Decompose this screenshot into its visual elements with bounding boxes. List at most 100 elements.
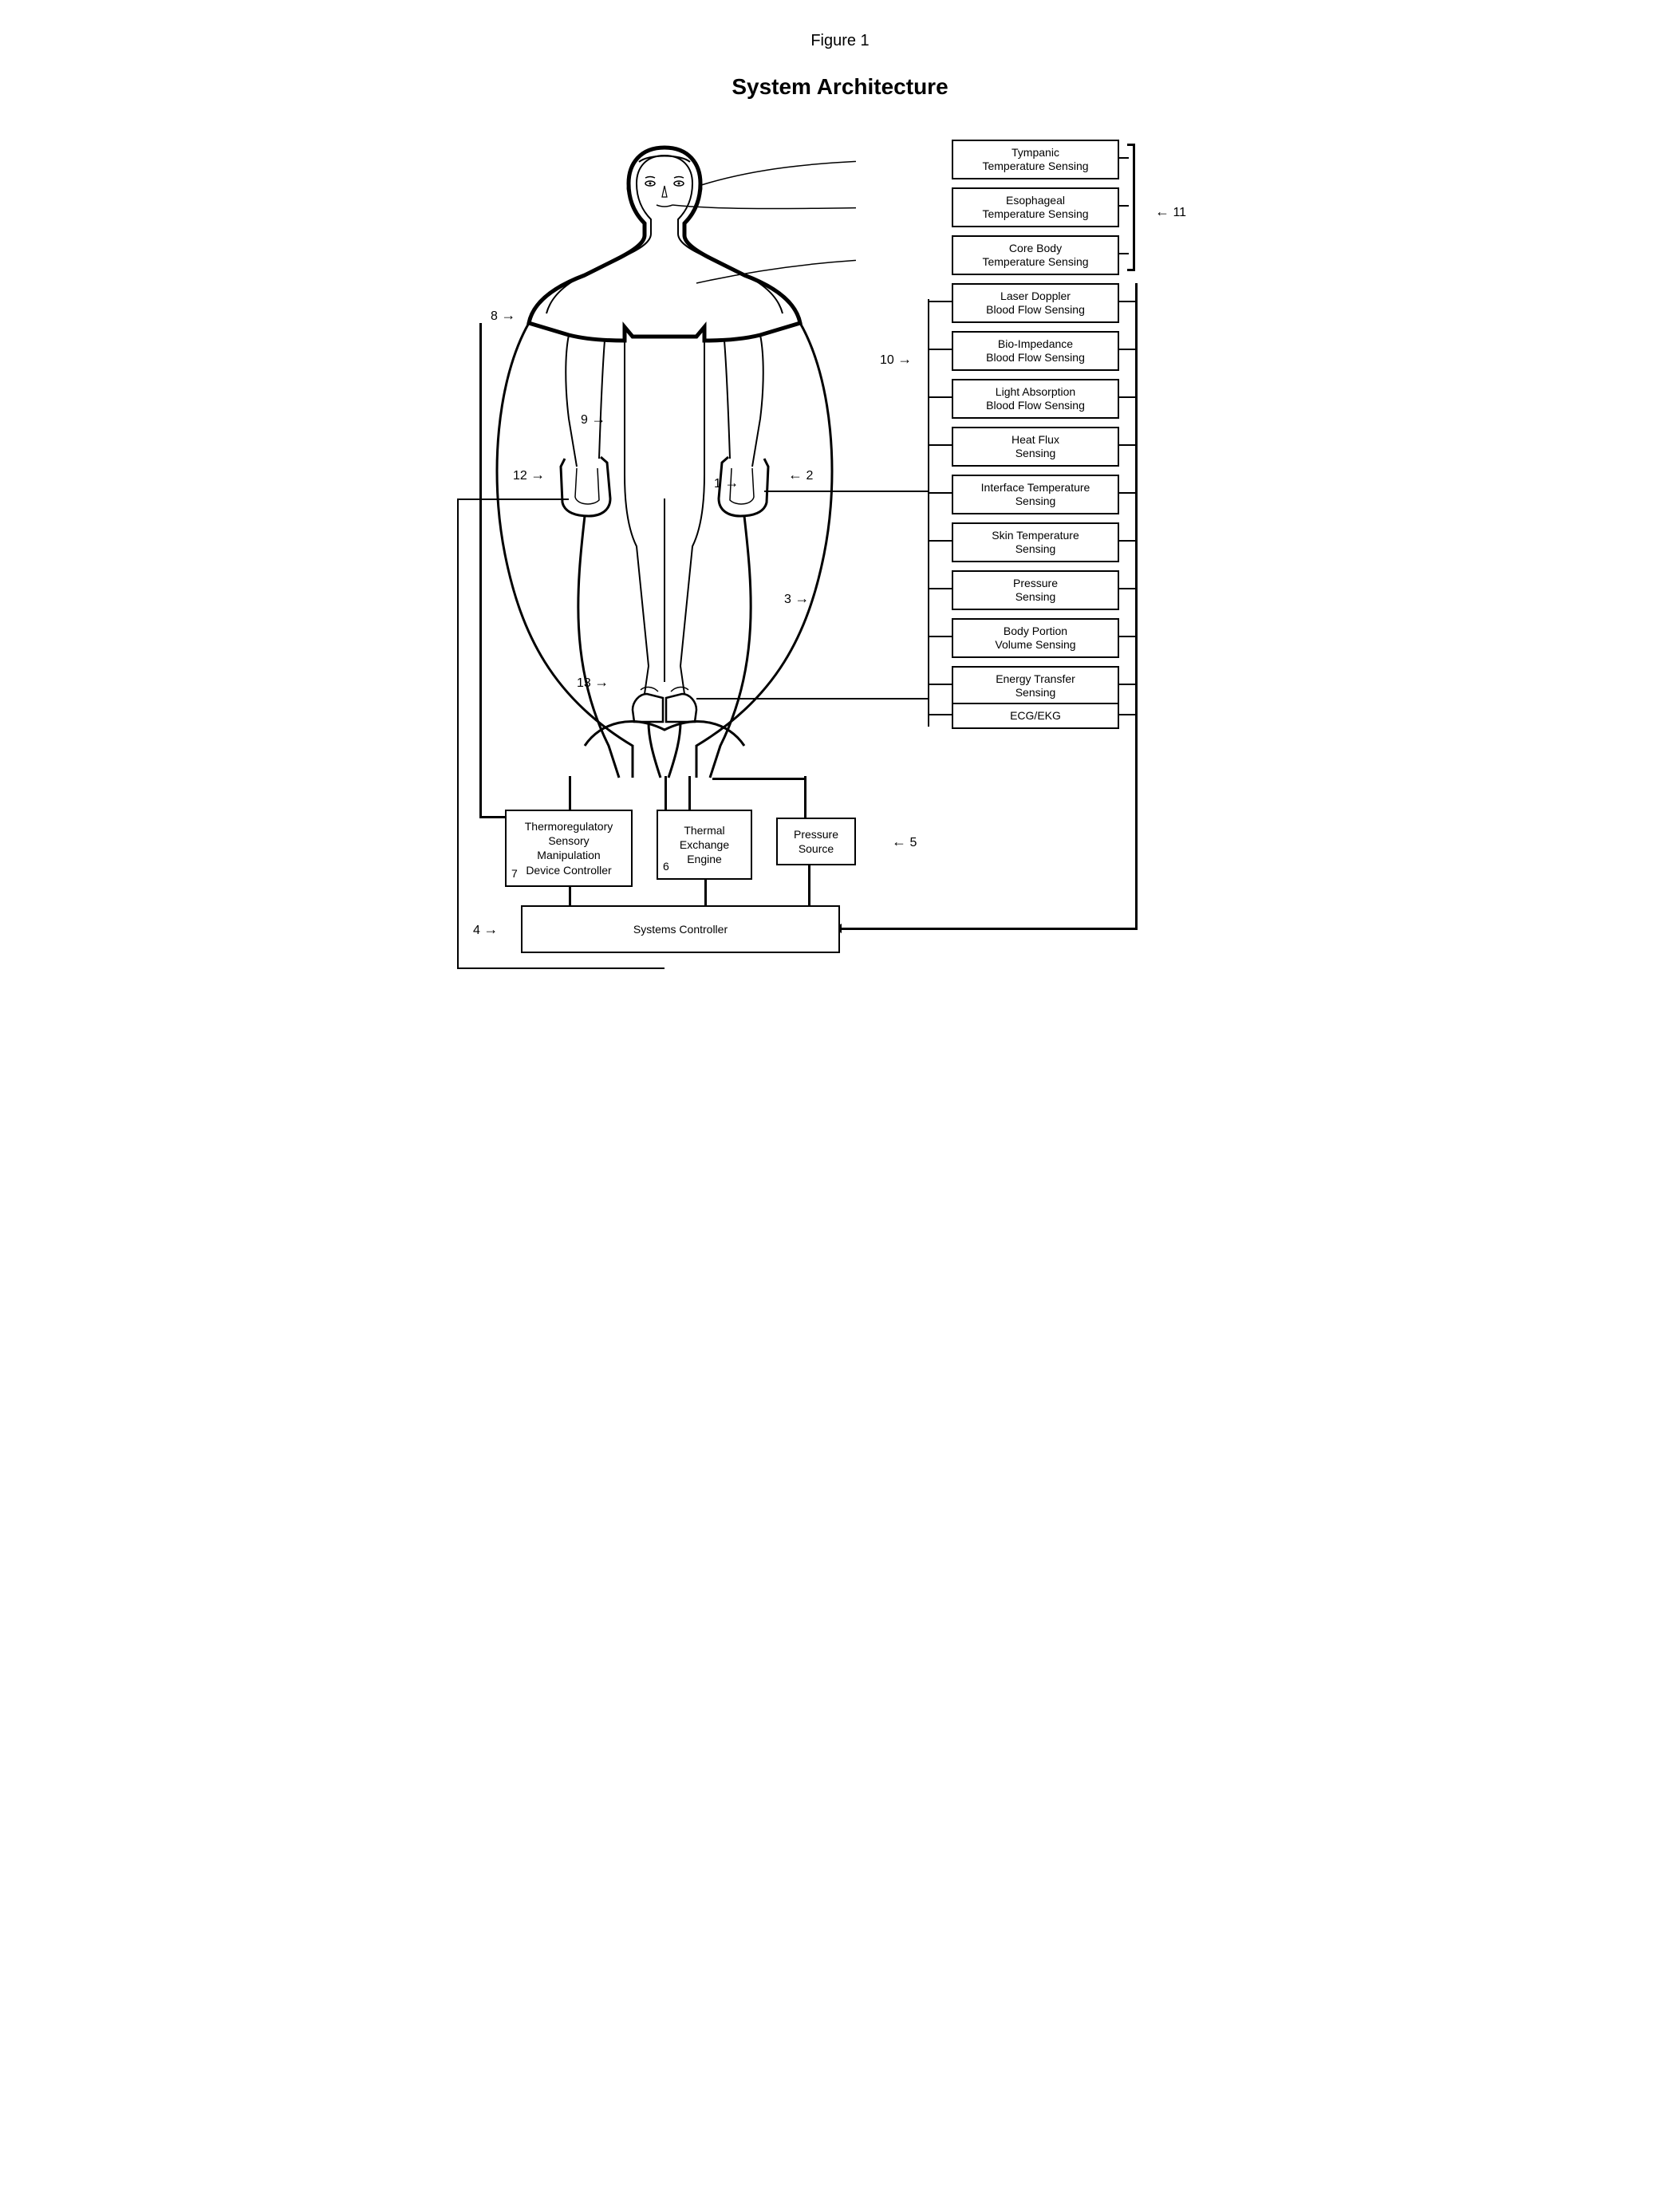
stub (1119, 492, 1135, 494)
sensor-box-interface: Interface TemperatureSensing (952, 475, 1119, 514)
sensor-box-line1: Interface Temperature (960, 481, 1111, 495)
sensor-bus-line (1135, 283, 1138, 727)
page: Figure 1 System Architecture (441, 32, 1239, 1001)
tube-to-psource (804, 776, 806, 819)
sensor-box-heatflux: Heat FluxSensing (952, 427, 1119, 467)
stub (1119, 636, 1135, 637)
bus-down-line (1135, 725, 1138, 929)
callout-2: ← 2 (788, 467, 813, 483)
sensor-box-line1: ECG/EKG (960, 709, 1111, 723)
diagram-container: TympanicTemperature SensingEsophagealTem… (441, 124, 1239, 1001)
sensor-box-energy: Energy TransferSensing (952, 666, 1119, 706)
callout-13: 13 → (577, 674, 609, 691)
sensor-box-ecg: ECG/EKG (952, 703, 1119, 729)
sensor-box-skintemp: Skin TemperatureSensing (952, 522, 1119, 562)
mitt-to-bus (764, 491, 929, 492)
sensor-box-line2: Temperature Sensing (960, 207, 1111, 221)
sensor-box-line2: Blood Flow Sensing (960, 351, 1111, 365)
stub (1119, 540, 1135, 542)
bus-10-vline (928, 299, 929, 727)
temp-bracket (1127, 144, 1135, 271)
sensor-box-line2: Sensing (960, 495, 1111, 508)
bus-to-controller-line (840, 928, 1138, 930)
bus-10-stub (928, 636, 952, 637)
sensor-box-line1: Energy Transfer (960, 672, 1111, 686)
bus-10-stub (928, 588, 952, 589)
callout-3: 3 → (784, 590, 809, 607)
callout-12: 12 → (513, 467, 545, 483)
hand12-to-controller (457, 967, 665, 969)
control-box-syscontroller: Systems Controller (521, 905, 840, 953)
control-box-number: 7 (511, 866, 518, 881)
stub (1119, 157, 1129, 159)
bus-10-stub (928, 444, 952, 446)
stub (1119, 349, 1135, 350)
sensor-box-bioimp: Bio-ImpedanceBlood Flow Sensing (952, 331, 1119, 371)
sensor-box-line2: Sensing (960, 447, 1111, 460)
control-box-text: Thermoregulatory Sensory Manipulation De… (525, 819, 613, 877)
bus-10-stub (928, 396, 952, 398)
sensor-box-corebody: Core BodyTemperature Sensing (952, 235, 1119, 275)
tube-hoop (712, 778, 806, 780)
sensor-box-line1: Body Portion (960, 625, 1111, 638)
bus-10-stub (928, 349, 952, 350)
callout-10: 10 → (880, 351, 912, 368)
control-box-thermal: 6 Thermal Exchange Engine (657, 810, 752, 880)
sensor-box-line1: Bio-Impedance (960, 337, 1111, 351)
tube-to-thermo (569, 776, 571, 811)
sensor-box-line2: Sensing (960, 590, 1111, 604)
control-box-text: Thermal Exchange Engine (680, 823, 729, 867)
bus-10-stub (928, 492, 952, 494)
callout-4: 4 → (473, 921, 498, 938)
stub (1119, 588, 1135, 589)
bus-10-stub (928, 714, 952, 715)
control-box-text: Pressure Source (794, 827, 838, 856)
sensor-box-line2: Blood Flow Sensing (960, 399, 1111, 412)
sensor-box-line1: Pressure (960, 577, 1111, 590)
thermal-to-sys (704, 880, 707, 907)
sensor-box-line2: Blood Flow Sensing (960, 303, 1111, 317)
hand12-hline (457, 499, 569, 500)
sensor-box-bodyvol: Body PortionVolume Sensing (952, 618, 1119, 658)
callout-9: 9 → (581, 411, 605, 428)
sensor-box-line1: Esophageal (960, 194, 1111, 207)
sensor-box-esophageal: EsophagealTemperature Sensing (952, 187, 1119, 227)
callout-5: ← 5 (892, 833, 917, 850)
stub (1119, 714, 1135, 715)
sensor-box-line2: Sensing (960, 686, 1111, 700)
sensor-box-line2: Temperature Sensing (960, 160, 1111, 173)
sensor-box-line1: Laser Doppler (960, 290, 1111, 303)
diagram-title: System Architecture (441, 74, 1239, 100)
sensor-box-line1: Skin Temperature (960, 529, 1111, 542)
stub (1119, 444, 1135, 446)
sensor-box-tympanic: TympanicTemperature Sensing (952, 140, 1119, 179)
control-box-text: Systems Controller (633, 922, 728, 936)
bus-10-stub (928, 540, 952, 542)
sensor-box-pressure: PressureSensing (952, 570, 1119, 610)
control-box-thermosensory: 7 Thermoregulatory Sensory Manipulation D… (505, 810, 633, 887)
foot-to-bus (696, 698, 929, 700)
stub (1119, 684, 1135, 685)
callout-1: 1 → (714, 475, 739, 491)
sensor-box-line2: Sensing (960, 542, 1111, 556)
control-box-number: 6 (663, 859, 669, 873)
sensor-box-line1: Tympanic (960, 146, 1111, 160)
figure-label: Figure 1 (441, 32, 1239, 50)
hand12-vline (457, 499, 459, 969)
tube-to-thermal1 (665, 776, 667, 811)
stub (1119, 396, 1135, 398)
stub (1119, 301, 1135, 302)
sensor-box-line1: Light Absorption (960, 385, 1111, 399)
psource-to-sys (808, 865, 810, 907)
sensor-box-line1: Core Body (960, 242, 1111, 255)
callout-8: 8 → (491, 307, 515, 324)
stub (1119, 205, 1129, 207)
sensor-box-laser: Laser DopplerBlood Flow Sensing (952, 283, 1119, 323)
bus-10-stub (928, 684, 952, 685)
tube-to-thermal2 (688, 776, 691, 811)
sensor-box-line1: Heat Flux (960, 433, 1111, 447)
sensor-box-line2: Volume Sensing (960, 638, 1111, 652)
callout-11: ← 11 (1155, 203, 1186, 220)
left-outer-line (479, 323, 482, 818)
stub (1119, 253, 1129, 254)
